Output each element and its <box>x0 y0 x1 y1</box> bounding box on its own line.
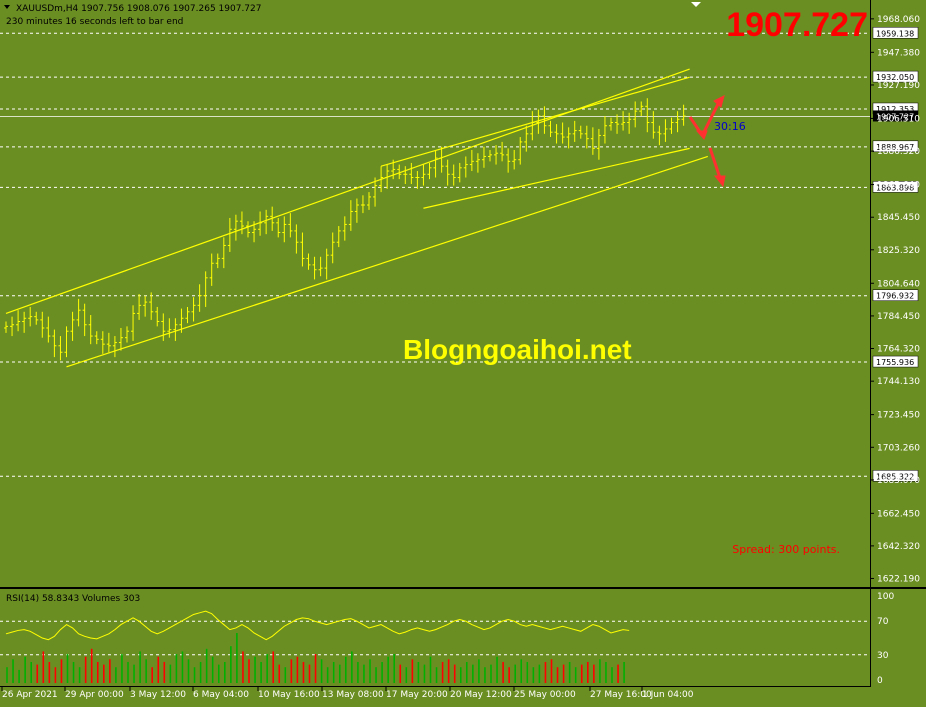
arrow-down-line <box>708 147 722 179</box>
time-tick-label: 29 Apr 00:00 <box>65 690 124 700</box>
time-tick-label: 1 Jun 04:00 <box>642 690 694 700</box>
time-tick-label: 6 May 04:00 <box>193 690 249 700</box>
watermark: Blogngoaihoi.net <box>403 334 632 365</box>
arrow-down-head <box>713 175 726 188</box>
current-price-label: 1907.727 <box>876 112 914 121</box>
bar-countdown: 30:16 <box>714 120 746 133</box>
time-tick-label: 13 May 08:00 <box>322 690 384 700</box>
time-tick-label: 17 May 20:00 <box>386 690 448 700</box>
candles <box>4 98 686 361</box>
time-tick-label: 26 Apr 2021 <box>2 690 58 700</box>
channel-line-outer-lower <box>66 155 708 368</box>
price-tick-label: 1865.640 <box>877 181 920 191</box>
spread-info: Spread: 300 points. <box>732 543 840 556</box>
level-label-box <box>872 70 919 83</box>
level-label: 1932.050 <box>876 73 914 82</box>
time-axis: 26 Apr 2021 29 Apr 00:00 3 May 12:00 6 May … <box>1 687 694 700</box>
channel-line-inner-upper <box>380 76 690 167</box>
level-label-box <box>872 181 919 193</box>
current-price-box <box>873 110 918 122</box>
price-tick-label: 1968.060 <box>877 15 920 25</box>
rsi-line <box>5 610 630 641</box>
bar-timer-info: 230 minutes 16 seconds left to bar end <box>6 17 183 27</box>
time-tick-label: 10 May 16:00 <box>258 690 320 700</box>
price-tick-label: 1764.320 <box>877 344 920 354</box>
chart-shift-icon[interactable] <box>691 2 701 7</box>
channel-line-inner-lower <box>423 147 690 209</box>
time-tick-label: 20 May 12:00 <box>450 690 512 700</box>
price-tick-label: 1845.450 <box>877 213 920 223</box>
rsi-axis-label: 100 <box>877 592 894 602</box>
rsi-axis-label: 70 <box>877 617 889 627</box>
level-label: 1959.138 <box>876 29 914 38</box>
price-tick-label: 1886.320 <box>877 147 920 157</box>
rsi-axis-label: 30 <box>877 651 889 661</box>
level-label: 1888.967 <box>876 143 914 152</box>
level-label: 1755.936 <box>876 358 914 367</box>
level-label: 1796.932 <box>876 292 914 301</box>
price-tick-label: 1804.640 <box>877 279 920 289</box>
level-label-box <box>872 355 919 368</box>
arrow-up-head <box>713 95 725 108</box>
arrows <box>688 95 726 188</box>
level-label: 1685.322 <box>876 472 914 481</box>
price-tick-label: 1906.510 <box>877 114 920 124</box>
horizontal-levels: 1959.138 1932.050 1912.353 1888.967 1863.898… <box>0 27 919 482</box>
rsi-indicator: 100 70 30 0 <box>0 592 894 686</box>
level-label: 1912.353 <box>876 105 914 114</box>
rsi-panel-bg <box>0 589 870 686</box>
price-tick-label: 1744.130 <box>877 377 920 387</box>
time-axis-bg <box>0 687 926 707</box>
symbol-info: XAUUSDm,H4 1907.756 1908.076 1907.265 19… <box>16 4 261 14</box>
level-label-box <box>872 140 919 153</box>
price-axis: 1968.060 1947.380 1927.190 1906.510 1886.320… <box>870 15 920 584</box>
big-price-display: 1907.727 <box>726 6 868 44</box>
level-label: 1863.898 <box>876 183 914 192</box>
dropdown-triangle-icon[interactable] <box>4 5 10 9</box>
price-tick-label: 1662.450 <box>877 509 920 519</box>
time-tick-label: 3 May 12:00 <box>130 690 186 700</box>
price-tick-label: 1825.320 <box>877 246 920 256</box>
time-tick-label: 27 May 16:00 <box>590 690 652 700</box>
time-tick-label: 25 May 00:00 <box>514 690 576 700</box>
price-tick-label: 1703.260 <box>877 443 920 453</box>
price-tick-label: 1723.450 <box>877 411 920 421</box>
price-tick-label: 1683.070 <box>877 476 920 486</box>
price-tick-label: 1927.190 <box>877 81 920 91</box>
channel-lines <box>5 68 708 368</box>
main-panel-bg <box>0 0 870 587</box>
price-tick-label: 1622.190 <box>877 574 920 584</box>
level-label-box <box>872 289 919 301</box>
price-tick-label: 1784.450 <box>877 312 920 322</box>
arrow-up-line <box>702 101 721 133</box>
level-label-box <box>872 27 919 39</box>
level-label-box <box>872 470 919 482</box>
rsi-label: RSI(14) 58.8343 Volumes 303 <box>6 594 140 604</box>
arrow-down-in-head <box>695 130 708 140</box>
price-tick-label: 1642.320 <box>877 542 920 552</box>
price-tick-label: 1947.380 <box>877 48 920 58</box>
rsi-axis-label: 0 <box>877 676 883 686</box>
